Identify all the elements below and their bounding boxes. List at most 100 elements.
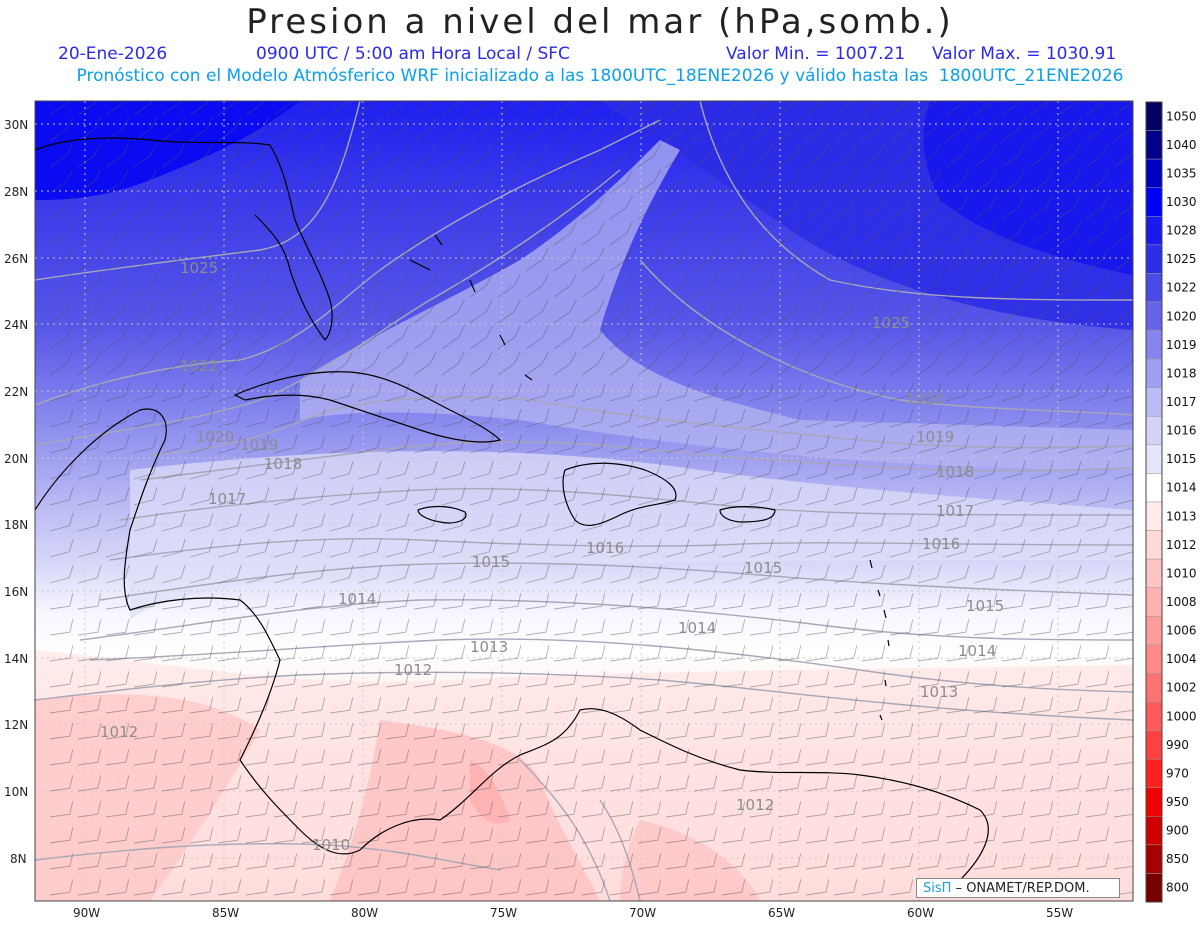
wind-barb xyxy=(469,382,494,402)
wind-barb xyxy=(917,671,942,688)
wind-barb xyxy=(721,564,746,584)
wind-barb xyxy=(889,671,914,688)
lon-label: 65W xyxy=(768,906,795,920)
wind-barb xyxy=(1085,195,1109,220)
wind-barb xyxy=(889,853,914,870)
wind-barb xyxy=(245,538,270,558)
wind-barb xyxy=(805,101,825,116)
wind-barb xyxy=(833,195,857,220)
wind-barb xyxy=(105,879,130,896)
wind-barb xyxy=(245,169,269,194)
wind-barb xyxy=(413,325,437,350)
isobar-label: 1015 xyxy=(472,553,510,571)
wind-barb xyxy=(1057,801,1082,818)
wind-barb xyxy=(133,101,153,116)
wind-barb xyxy=(889,723,914,740)
wind-barb xyxy=(889,564,914,584)
wind-barb xyxy=(777,697,802,714)
wind-barb xyxy=(1113,175,1133,194)
wind-barb xyxy=(273,117,297,142)
wind-barb xyxy=(189,827,214,844)
lon-label: 90W xyxy=(73,906,100,920)
wind-barb xyxy=(945,827,970,844)
wind-barb xyxy=(385,408,410,428)
wind-barb xyxy=(637,143,661,168)
wind-barb xyxy=(77,486,102,506)
wind-barb xyxy=(245,564,270,584)
wind-barb xyxy=(833,853,858,870)
wind-barb xyxy=(1029,775,1054,792)
wind-barb xyxy=(721,486,746,506)
wind-barb xyxy=(413,382,438,402)
wind-barb xyxy=(665,273,689,298)
wind-barb xyxy=(189,221,213,246)
wind-barb xyxy=(385,247,409,272)
wind-barb xyxy=(1113,865,1133,870)
wind-barb xyxy=(1085,273,1109,298)
wind-barb xyxy=(301,775,326,792)
lat-label: 22N xyxy=(4,385,28,399)
wind-barb xyxy=(441,486,466,506)
isobar-label: 1013 xyxy=(470,638,508,656)
wind-barb xyxy=(189,169,213,194)
wind-barb xyxy=(329,512,354,532)
wind-barb xyxy=(805,169,829,194)
wind-barb xyxy=(1029,101,1049,116)
wind-barb xyxy=(637,299,661,324)
wind-barb xyxy=(133,169,157,194)
wind-barb xyxy=(833,382,858,402)
wind-barb xyxy=(357,697,382,714)
wind-barb xyxy=(917,827,942,844)
lon-label: 75W xyxy=(490,906,517,920)
wind-barb xyxy=(189,671,214,688)
wind-barb xyxy=(553,775,578,792)
colorbar-level: 1018 xyxy=(1166,366,1197,380)
wind-barb xyxy=(49,195,73,220)
wind-barb xyxy=(665,195,689,220)
wind-barb xyxy=(161,645,186,662)
wind-barb xyxy=(777,801,802,818)
wind-barb xyxy=(945,221,969,246)
wind-barb xyxy=(497,382,522,402)
colorbar-swatch xyxy=(1145,844,1163,874)
wind-barb xyxy=(553,195,577,220)
wind-barb xyxy=(973,169,997,194)
wind-barb xyxy=(441,460,466,480)
wind-barb xyxy=(469,619,494,636)
colorbar-frame xyxy=(1145,101,1163,903)
wind-barb xyxy=(105,801,130,818)
wind-barb xyxy=(917,486,942,506)
wind-barb xyxy=(553,101,573,116)
wind-barb xyxy=(441,564,466,584)
wind-barb xyxy=(245,195,269,220)
isobar-label: 1025 xyxy=(180,259,218,277)
wind-barb xyxy=(273,221,297,246)
wind-barb xyxy=(217,538,242,558)
wind-barb xyxy=(805,775,830,792)
wind-barb xyxy=(133,247,157,272)
wind-barb xyxy=(609,619,634,636)
wind-barb xyxy=(357,221,381,246)
wind-barb xyxy=(973,512,998,532)
wind-barb xyxy=(1001,351,1025,376)
wind-barb xyxy=(385,697,410,714)
wind-barb xyxy=(49,645,74,662)
wind-barb xyxy=(497,351,521,376)
wind-barb xyxy=(357,853,382,870)
wind-barbs xyxy=(49,101,1133,896)
wind-barb xyxy=(665,351,689,376)
wind-barb xyxy=(833,143,857,168)
wind-barb xyxy=(441,143,465,168)
wind-barb xyxy=(637,801,662,818)
wind-barb xyxy=(1057,775,1082,792)
wind-barb xyxy=(77,749,102,766)
wind-barb xyxy=(273,564,298,584)
longitude-axis: 90W 85W 80W 75W 70W 65W 60W 55W xyxy=(73,906,1073,920)
wind-barb xyxy=(469,299,493,324)
colorbar-swatch xyxy=(1145,673,1163,703)
wind-barb xyxy=(161,247,185,272)
wind-barb xyxy=(889,325,913,350)
wind-barb xyxy=(385,486,410,506)
wind-barb xyxy=(777,117,801,142)
wind-barb xyxy=(525,645,550,662)
